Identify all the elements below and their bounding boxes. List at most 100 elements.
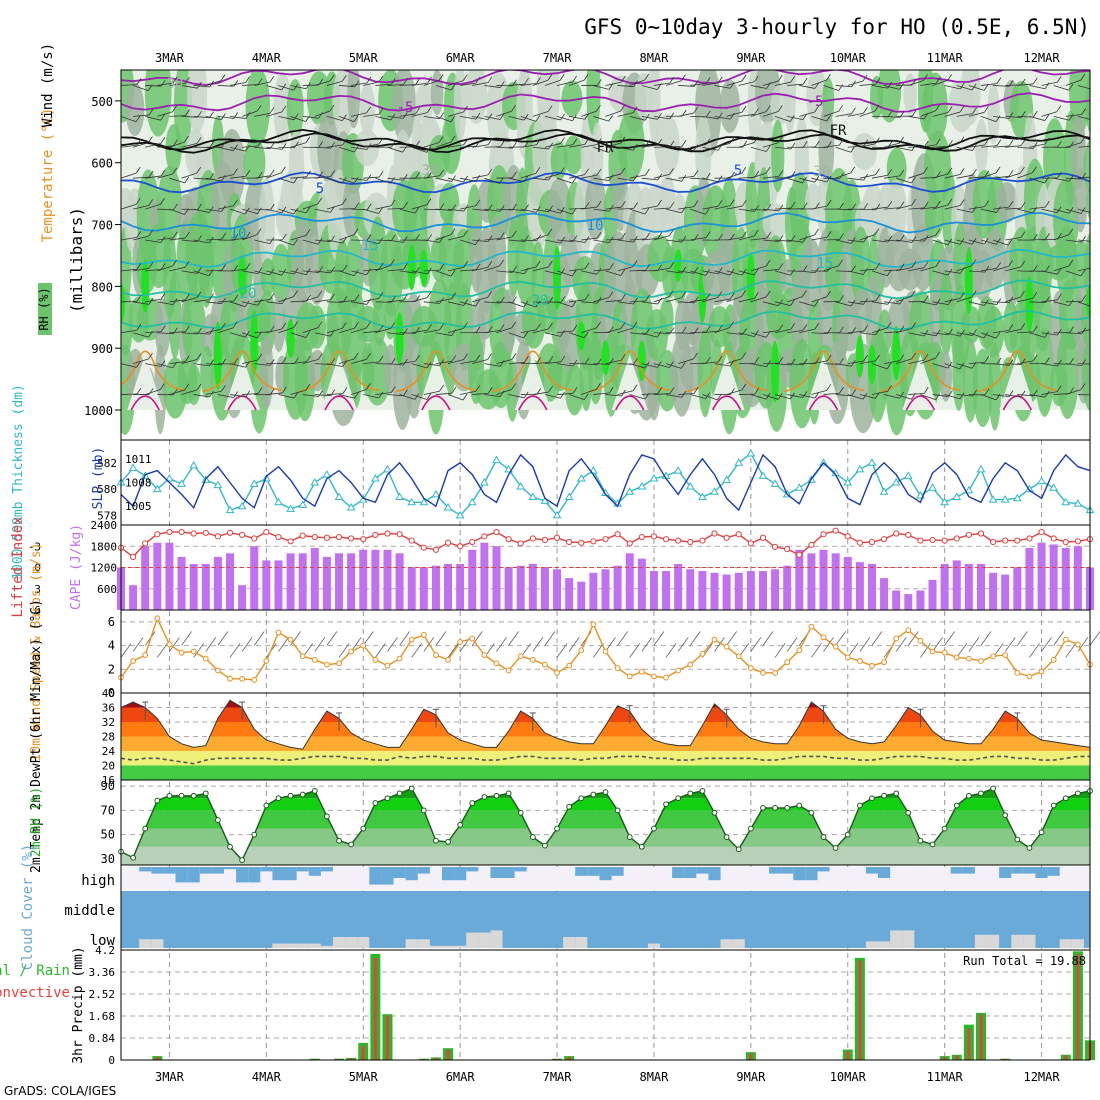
wind-barb-flag [923, 261, 929, 268]
wind-barb-flag [427, 234, 433, 241]
wind10-barb [338, 643, 350, 658]
wind10-series-point [190, 648, 197, 655]
wind-barb [423, 115, 440, 120]
wind-barb [896, 394, 912, 400]
wind-barb-flag [681, 174, 687, 182]
surface-dry-pocket [127, 354, 164, 410]
wind-barb [871, 301, 888, 305]
wind-barb-flag [414, 206, 420, 214]
rh2m-series-point [784, 805, 791, 811]
wind-barb [993, 363, 1010, 366]
wind-barb [605, 238, 622, 241]
wind-barb-flag [560, 391, 565, 399]
date-label-bottom: 5MAR [349, 1070, 379, 1084]
temperature-contour [121, 171, 1090, 194]
wind-barb [205, 177, 222, 182]
surface-temp-contour-hot [615, 395, 645, 411]
cloud-low-bar [345, 937, 358, 948]
wind-barb [326, 328, 343, 334]
wind-barb [593, 208, 610, 212]
wind-barb [774, 81, 791, 86]
wind-barb-flag [584, 202, 590, 209]
wind-barb [460, 390, 476, 395]
wind-barb [775, 176, 792, 179]
wind-barb-flag [875, 294, 881, 302]
wind-barb [363, 208, 379, 214]
wind-barb [653, 115, 670, 120]
wind-barb-flag [221, 232, 227, 240]
wind-barb [641, 205, 658, 210]
wind-barb [629, 238, 646, 241]
wind-barb-flag [596, 138, 602, 145]
lifted-index-series-point [844, 533, 851, 540]
wind-barb [581, 327, 597, 334]
wind-barb-flag [584, 331, 589, 338]
wind-barb-flag [245, 76, 251, 83]
cape-bar [771, 569, 780, 610]
surface-temp-contour [492, 350, 573, 393]
rh2m-series-point [796, 802, 803, 809]
temperature-contour [121, 128, 1090, 151]
thickness-series-point [891, 478, 901, 486]
thickness-series-point [843, 478, 853, 486]
wind-barb-flag [765, 166, 771, 174]
wind-barb [157, 363, 173, 369]
wind-barb-flag [681, 74, 686, 82]
rh2m-series-point [396, 790, 403, 797]
wind-barb-flag [633, 144, 638, 151]
rh-cell [286, 79, 304, 140]
wind-barb [557, 239, 574, 242]
wind-barb-flag [741, 74, 747, 82]
wind-barb-flag [475, 299, 480, 307]
wind-barb-flag [487, 261, 493, 268]
rh2m-series-point [699, 788, 706, 794]
wind-barb-flag [839, 233, 844, 240]
cloud-high-bar [1047, 867, 1060, 876]
wind-barb [145, 239, 162, 243]
wind-barb-flag [875, 262, 881, 270]
wind-barb [641, 301, 658, 305]
wind-barb [133, 332, 149, 338]
wind-barb [920, 394, 936, 401]
wind-barb [762, 301, 779, 307]
wind-barb-flag [450, 269, 456, 277]
lifted-index-series-point [917, 537, 924, 544]
rh2m-series-point [178, 792, 185, 799]
wind-barb-flag [996, 357, 1002, 365]
wind-barb [266, 111, 282, 117]
wind-barb-flag [874, 228, 880, 235]
wind-barb-flag [802, 324, 808, 331]
wind-barb-flag [1069, 358, 1074, 365]
surface-dry-pocket [708, 354, 745, 410]
wind-barb [980, 145, 997, 148]
cloud-low-bar [417, 939, 430, 948]
cloud-low-bar [1023, 934, 1036, 948]
wind-barb-flag [317, 290, 323, 298]
wind-barb-flag [632, 384, 638, 391]
cloud-low-bar [466, 932, 479, 948]
wind-barb [496, 327, 512, 334]
wind-barb-flag [184, 261, 190, 268]
wind-barb [811, 236, 828, 241]
wind-barb-flag [826, 73, 831, 81]
wind-barb-flag [354, 391, 359, 399]
wind-barb [1053, 301, 1070, 307]
wind-barb-flag [185, 325, 190, 332]
lifted-index-series-point [311, 533, 318, 541]
wind-barb [859, 300, 876, 303]
rh-cell-high [1025, 276, 1034, 333]
wind-barb-flag [209, 141, 215, 148]
wind-barb-flag [911, 176, 916, 184]
rh-cell [584, 173, 607, 240]
wind-barb-flag [972, 107, 977, 114]
wind10-tick: 0 [108, 686, 115, 700]
wind-barb-flag [596, 321, 601, 329]
wind-barb [326, 239, 343, 244]
wind-barb-flag [681, 326, 687, 334]
wind-barb-flag [959, 362, 965, 370]
wind-barb-flag [1068, 259, 1074, 267]
wind-barb [266, 328, 282, 334]
cloud-high-bar [865, 867, 879, 874]
wind-barb [774, 301, 791, 307]
wind-barb-flag [1008, 200, 1014, 208]
